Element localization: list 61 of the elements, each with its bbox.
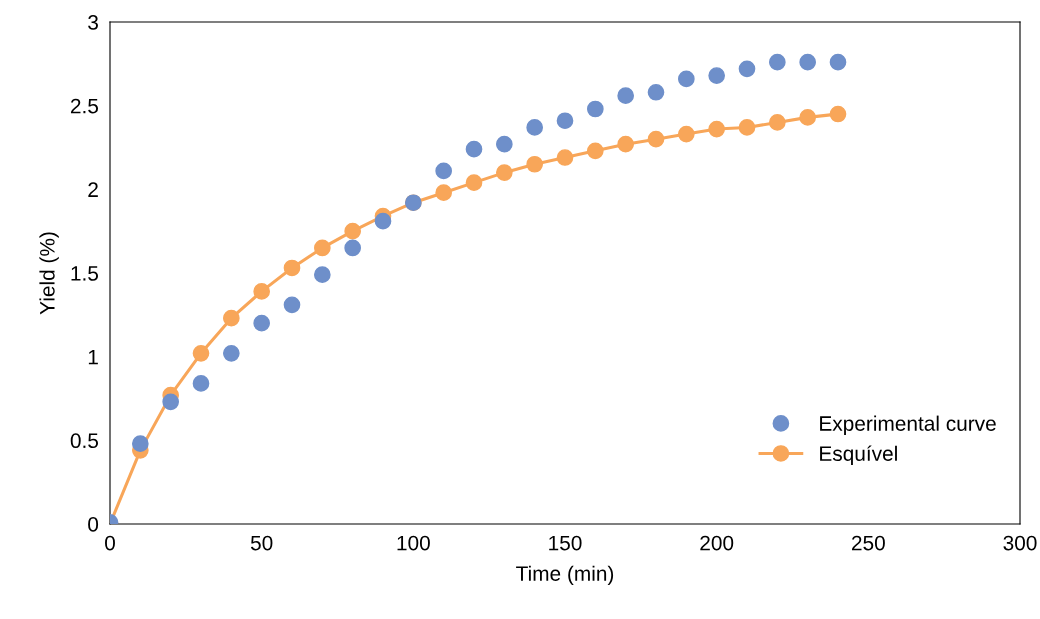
- point: [131, 435, 149, 453]
- point: [283, 296, 301, 314]
- x-tick-label: 0: [105, 535, 115, 551]
- point: [526, 155, 544, 173]
- x-tick-label: 200: [700, 535, 734, 551]
- point: [586, 100, 604, 118]
- point: [617, 135, 635, 153]
- point: [677, 70, 695, 88]
- point: [738, 60, 756, 78]
- legend-label: Esquível: [820, 445, 897, 466]
- point: [495, 164, 513, 181]
- x-tick-label: 50: [250, 535, 273, 551]
- point: [435, 162, 453, 180]
- x-tick-label: 300: [1003, 535, 1037, 551]
- point: [313, 266, 331, 284]
- point: [617, 87, 635, 104]
- point: [344, 239, 362, 257]
- point: [162, 393, 180, 411]
- point: [222, 309, 240, 327]
- point: [192, 375, 210, 392]
- point: [768, 53, 786, 71]
- point: [283, 259, 301, 277]
- point: [192, 344, 210, 362]
- point: [647, 83, 665, 101]
- point: [435, 184, 453, 202]
- point: [556, 149, 574, 166]
- point: [708, 67, 726, 84]
- point: [738, 119, 756, 136]
- y-tick-label: 2.5: [70, 98, 99, 114]
- point: [677, 125, 695, 143]
- x-tick-label: 150: [549, 535, 582, 551]
- x-axis-title: Time (min): [516, 565, 614, 586]
- point: [313, 239, 331, 257]
- point: [344, 222, 362, 240]
- point: [465, 174, 483, 191]
- point: [799, 109, 817, 126]
- y-axis-title: Yield (%): [39, 232, 59, 315]
- y-tick-label: 3: [88, 15, 98, 30]
- point: [374, 212, 392, 230]
- y-tick-label: 0: [88, 517, 99, 532]
- x-tick-label: 250: [852, 535, 885, 551]
- point: [586, 142, 604, 160]
- point: [253, 314, 271, 332]
- point: [556, 112, 574, 130]
- point: [253, 283, 271, 300]
- point: [465, 140, 483, 158]
- point: [829, 105, 847, 123]
- x-tick-label: 100: [397, 535, 430, 551]
- point: [526, 119, 544, 136]
- point: [829, 53, 847, 71]
- point: [768, 114, 786, 131]
- point: [495, 135, 513, 153]
- point: [647, 130, 665, 148]
- y-tick-label: 1.5: [71, 266, 99, 281]
- point: [708, 120, 726, 138]
- point: [799, 53, 817, 71]
- legend-label: Experimental curve: [820, 415, 996, 436]
- y-tick-label: 0.5: [70, 433, 99, 449]
- y-tick-label: 2: [88, 182, 98, 197]
- y-tick-label: 1: [88, 349, 98, 365]
- point: [222, 344, 240, 362]
